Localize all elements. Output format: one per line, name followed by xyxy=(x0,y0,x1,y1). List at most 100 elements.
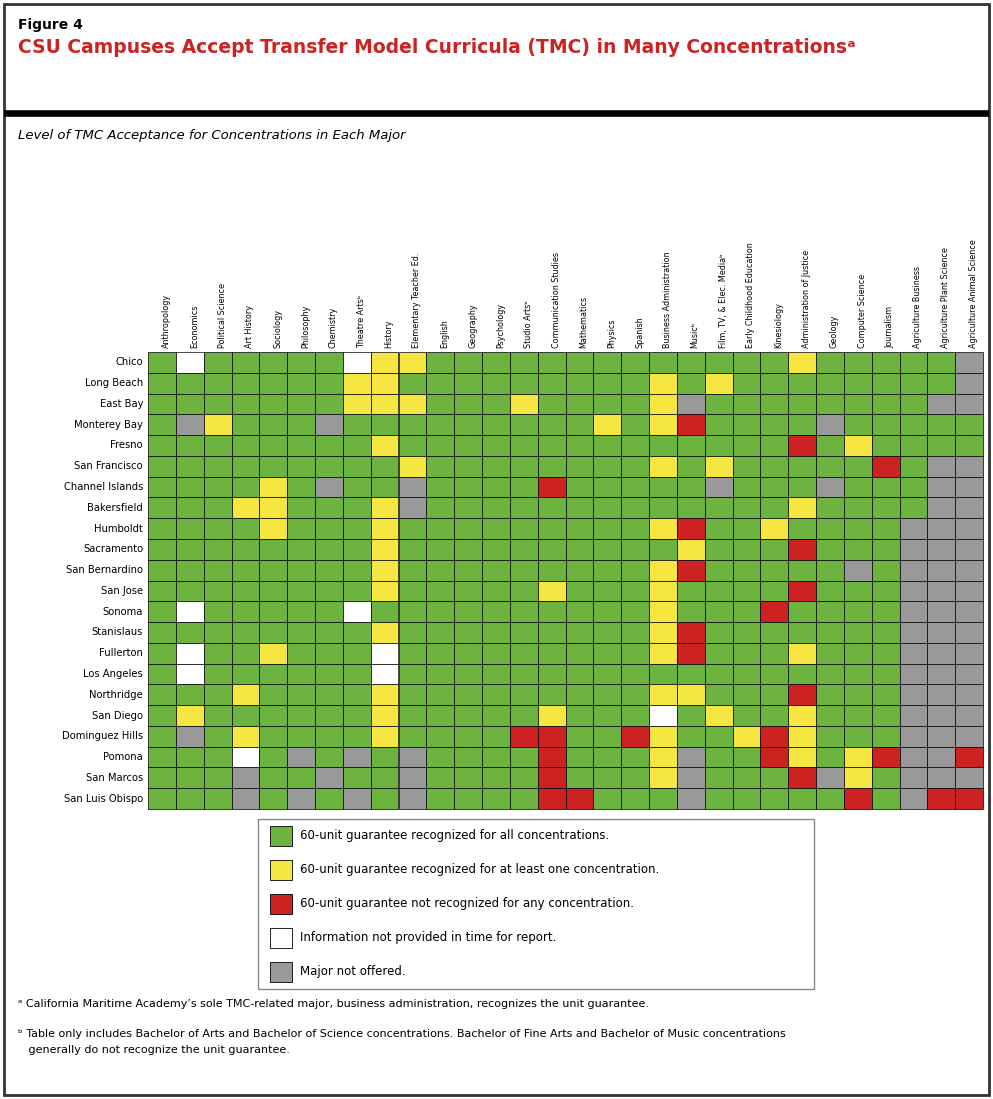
Bar xyxy=(259,726,287,746)
Bar xyxy=(398,580,426,601)
Bar xyxy=(622,559,649,580)
Bar xyxy=(176,685,204,706)
Bar xyxy=(343,477,370,498)
Bar xyxy=(788,414,816,435)
Bar xyxy=(816,498,844,519)
Bar xyxy=(594,393,622,414)
Bar xyxy=(482,788,509,809)
Bar xyxy=(176,456,204,477)
Bar xyxy=(315,685,343,706)
Bar xyxy=(259,685,287,706)
Bar xyxy=(955,393,983,414)
Bar xyxy=(315,767,343,788)
Bar xyxy=(622,622,649,643)
Bar xyxy=(537,456,565,477)
Bar xyxy=(231,664,259,685)
Bar xyxy=(705,622,733,643)
Text: Pomona: Pomona xyxy=(103,752,143,762)
Bar xyxy=(705,706,733,726)
Bar xyxy=(454,643,482,664)
Bar xyxy=(454,393,482,414)
Bar xyxy=(622,393,649,414)
Bar xyxy=(927,788,955,809)
Bar xyxy=(426,559,454,580)
Bar xyxy=(482,456,509,477)
Bar xyxy=(482,685,509,706)
Text: Fresno: Fresno xyxy=(110,441,143,451)
Text: Communication Studies: Communication Studies xyxy=(551,252,561,348)
Bar xyxy=(176,559,204,580)
Bar xyxy=(927,580,955,601)
Text: Humboldt: Humboldt xyxy=(94,523,143,534)
Bar xyxy=(594,477,622,498)
Bar xyxy=(370,435,398,456)
Bar xyxy=(537,580,565,601)
Bar xyxy=(148,539,176,559)
Bar xyxy=(259,643,287,664)
Bar xyxy=(259,477,287,498)
Bar xyxy=(816,539,844,559)
Bar xyxy=(537,726,565,746)
Bar xyxy=(788,685,816,706)
Bar xyxy=(594,519,622,539)
Bar xyxy=(370,746,398,767)
Bar xyxy=(454,373,482,393)
Text: Anthropology: Anthropology xyxy=(162,293,171,348)
Text: Level of TMC Acceptance for Concentrations in Each Major: Level of TMC Acceptance for Concentratio… xyxy=(18,129,405,142)
Bar xyxy=(454,580,482,601)
Text: History: History xyxy=(384,320,393,348)
Text: East Bay: East Bay xyxy=(99,399,143,409)
Bar xyxy=(649,435,677,456)
Bar xyxy=(622,498,649,519)
Bar xyxy=(287,726,315,746)
Bar xyxy=(176,726,204,746)
Bar xyxy=(148,788,176,809)
Bar xyxy=(761,746,788,767)
Bar xyxy=(594,456,622,477)
Bar xyxy=(761,477,788,498)
Bar xyxy=(454,352,482,373)
Bar xyxy=(315,601,343,622)
Bar xyxy=(148,706,176,726)
Bar xyxy=(259,767,287,788)
Bar xyxy=(844,788,872,809)
Bar xyxy=(398,539,426,559)
Bar xyxy=(231,498,259,519)
Bar xyxy=(148,393,176,414)
Bar xyxy=(844,393,872,414)
Bar xyxy=(426,580,454,601)
Bar xyxy=(204,643,231,664)
Text: 60-unit guarantee not recognized for any concentration.: 60-unit guarantee not recognized for any… xyxy=(300,898,635,910)
Text: Theatre Artsᵇ: Theatre Artsᵇ xyxy=(356,295,365,348)
Bar xyxy=(788,664,816,685)
Bar xyxy=(816,788,844,809)
Bar xyxy=(594,539,622,559)
Bar xyxy=(231,559,259,580)
Bar xyxy=(788,726,816,746)
Bar xyxy=(259,664,287,685)
Bar xyxy=(398,414,426,435)
Bar xyxy=(204,393,231,414)
Bar xyxy=(927,706,955,726)
Bar xyxy=(927,373,955,393)
Bar xyxy=(788,352,816,373)
Bar xyxy=(872,685,900,706)
Bar xyxy=(594,352,622,373)
Bar xyxy=(649,393,677,414)
Bar xyxy=(454,726,482,746)
Bar xyxy=(927,456,955,477)
Text: Agriculture Plant Science: Agriculture Plant Science xyxy=(941,247,950,348)
Bar xyxy=(176,352,204,373)
Bar xyxy=(287,580,315,601)
Bar xyxy=(900,767,927,788)
Bar xyxy=(844,373,872,393)
Bar xyxy=(287,664,315,685)
Bar xyxy=(705,685,733,706)
Bar xyxy=(259,519,287,539)
Bar xyxy=(537,767,565,788)
Bar xyxy=(844,643,872,664)
Bar xyxy=(705,435,733,456)
Bar xyxy=(426,414,454,435)
Bar xyxy=(816,435,844,456)
Bar xyxy=(565,435,594,456)
